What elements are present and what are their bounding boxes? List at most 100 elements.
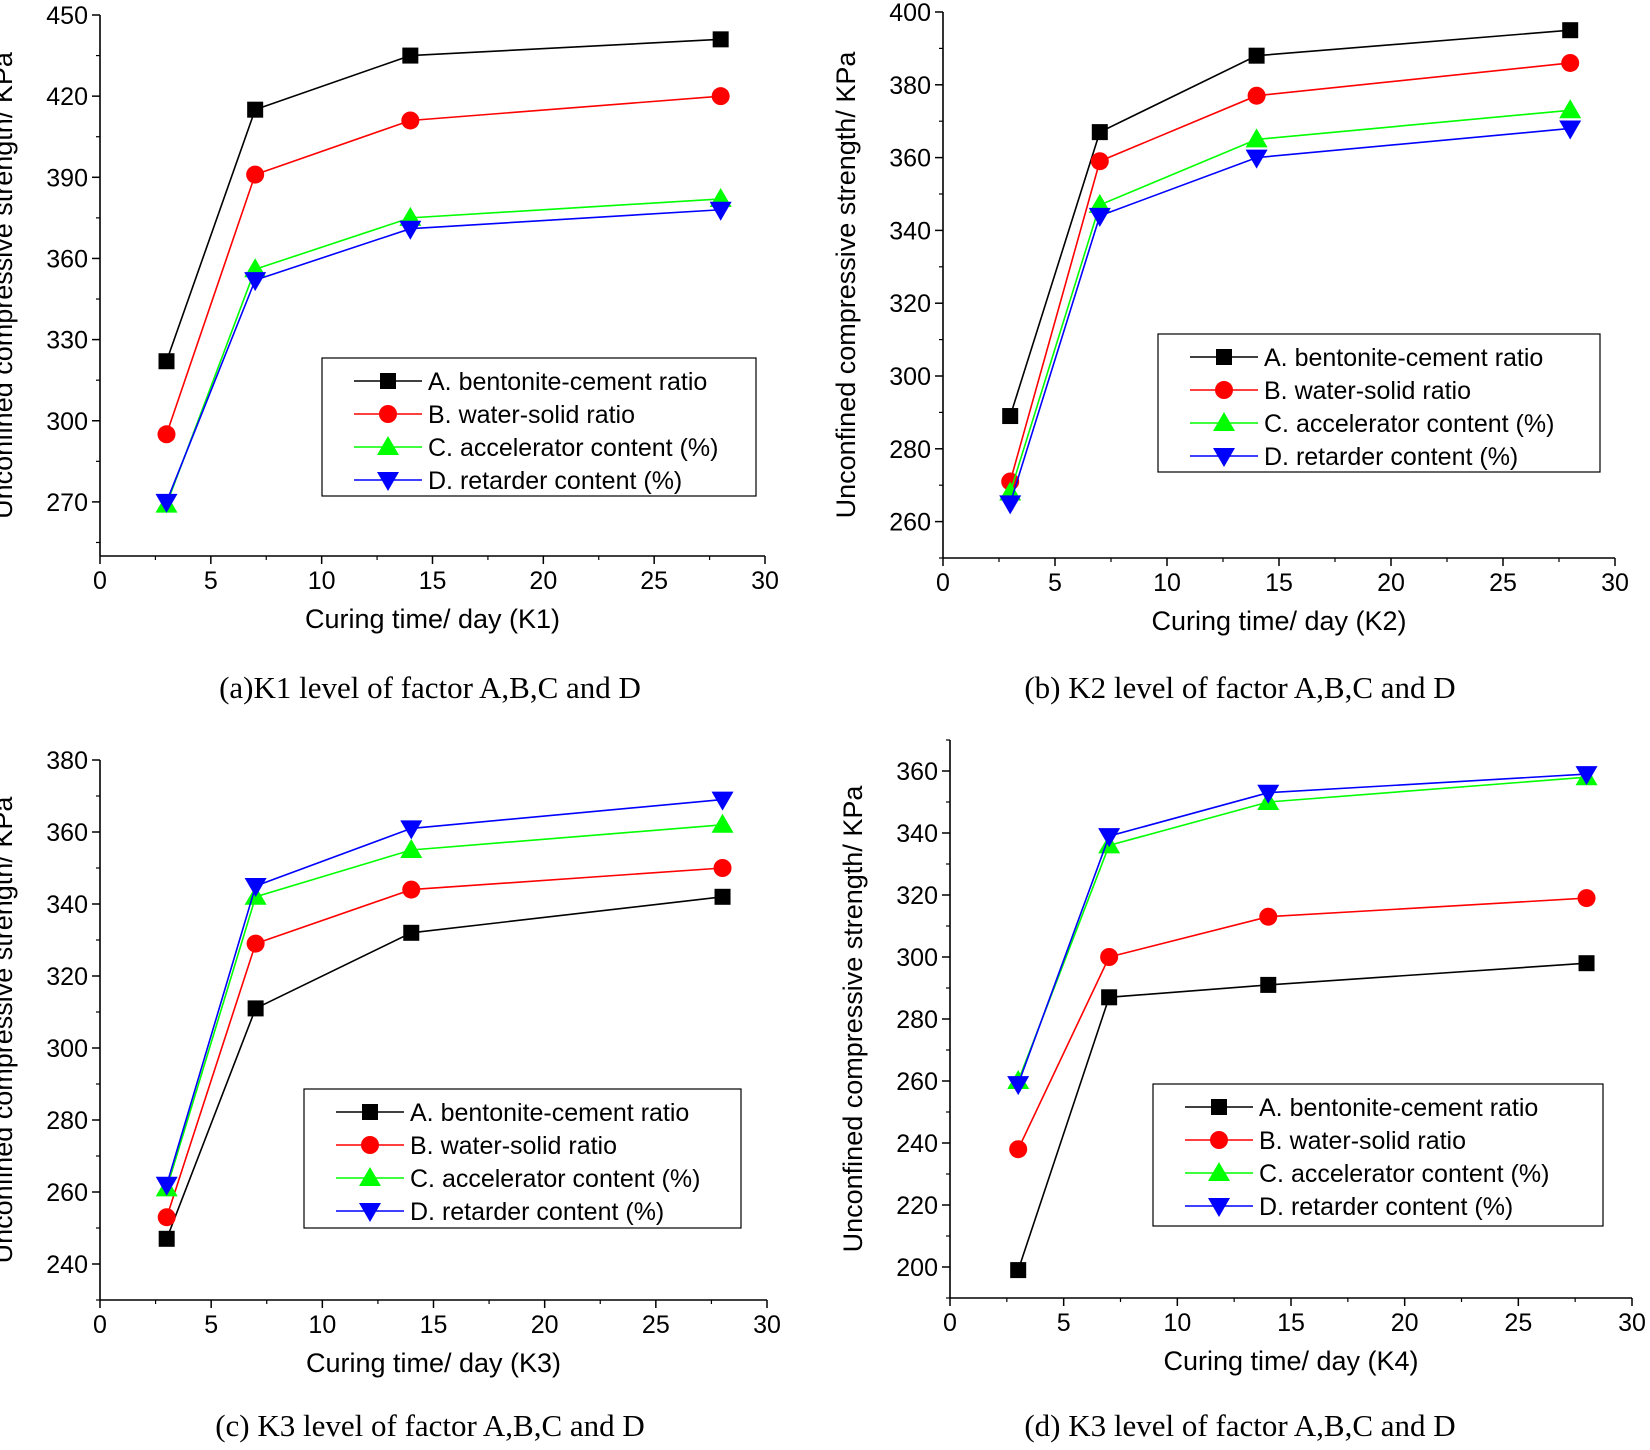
legend-label: C. accelerator content (%) xyxy=(428,434,718,462)
series-line-3 xyxy=(1017,773,1587,1085)
legend-label: A. bentonite-cement ratio xyxy=(410,1099,689,1127)
data-point-s3-2 xyxy=(399,220,422,240)
legend-marker xyxy=(1210,1131,1228,1149)
legend-label: D. retarder content (%) xyxy=(410,1198,664,1226)
legend-marker xyxy=(359,1203,381,1222)
data-point-s0-0 xyxy=(158,1230,175,1247)
x-tick-label: 10 xyxy=(308,1311,336,1339)
data-point-s3-2 xyxy=(400,820,423,840)
legend-label: D. retarder content (%) xyxy=(428,467,682,495)
y-tick-label: 360 xyxy=(46,245,88,273)
data-point-s3-1 xyxy=(244,272,267,292)
series-line-3 xyxy=(165,798,723,1186)
data-point-s0-1 xyxy=(1091,124,1108,141)
legend-marker xyxy=(1208,1162,1230,1181)
data-point-s0-0 xyxy=(1010,1262,1027,1279)
x-tick-label: 25 xyxy=(640,567,668,595)
data-point-s3-3 xyxy=(711,791,734,811)
series-line-1 xyxy=(1017,897,1587,1150)
data-point-s0-2 xyxy=(1248,47,1265,64)
data-point-s1-2 xyxy=(1259,907,1278,926)
caption-a: (a)K1 level of factor A,B,C and D xyxy=(219,670,641,705)
x-tick-label: 30 xyxy=(1601,569,1629,597)
y-tick-label: 300 xyxy=(46,1035,88,1063)
x-tick-label: 30 xyxy=(753,1311,781,1339)
y-tick-label: 330 xyxy=(46,327,88,355)
x-tick-label: 10 xyxy=(1153,569,1181,597)
x-axis-label: Curing time/ day (K4) xyxy=(1163,1346,1418,1376)
data-point-s3-0 xyxy=(1007,1076,1030,1096)
caption-c: (c) K3 level of factor A,B,C and D xyxy=(215,1408,645,1443)
y-tick-label: 360 xyxy=(896,758,938,786)
caption-d: (d) K3 level of factor A,B,C and D xyxy=(1024,1408,1456,1443)
x-tick-label: 15 xyxy=(1265,569,1293,597)
legend-marker xyxy=(361,1136,379,1154)
x-tick-label: 15 xyxy=(1277,1309,1305,1337)
y-tick-label: 300 xyxy=(896,944,938,972)
x-tick-label: 10 xyxy=(308,567,336,595)
data-point-s2-2 xyxy=(1245,128,1268,148)
series-line-0 xyxy=(1009,29,1571,417)
data-point-s1-0 xyxy=(157,1208,176,1227)
series-line-0 xyxy=(1017,962,1587,1271)
y-tick-label: 220 xyxy=(896,1192,938,1220)
x-axis-label: Curing time/ day (K3) xyxy=(306,1348,561,1378)
y-tick-label: 270 xyxy=(46,489,88,517)
y-axis-label: Unconfined compressive strength/ KPa xyxy=(831,51,861,519)
x-tick-label: 20 xyxy=(1377,569,1405,597)
series-line-2 xyxy=(1017,776,1587,1082)
legend-label: D. retarder content (%) xyxy=(1264,443,1518,471)
data-point-s1-1 xyxy=(246,165,265,184)
y-tick-label: 400 xyxy=(889,0,931,27)
data-point-s0-0 xyxy=(158,353,175,370)
x-tick-label: 5 xyxy=(1048,569,1062,597)
legend-marker xyxy=(1213,412,1235,431)
y-axis-label: Unconfined compressive strength/ KPa xyxy=(0,796,18,1264)
legend-marker xyxy=(1216,349,1232,365)
y-tick-label: 320 xyxy=(46,963,88,991)
data-point-s3-1 xyxy=(1088,207,1111,227)
legend-label: A. bentonite-cement ratio xyxy=(428,368,707,396)
legend-label: C. accelerator content (%) xyxy=(1259,1160,1549,1188)
y-tick-label: 450 xyxy=(46,2,88,30)
x-tick-label: 0 xyxy=(943,1309,957,1337)
y-axis-label: Unconfined compressive strength/ KPa xyxy=(0,51,18,519)
x-tick-label: 0 xyxy=(93,567,107,595)
y-tick-label: 280 xyxy=(46,1107,88,1135)
series-line-1 xyxy=(165,95,721,435)
legend-label: A. bentonite-cement ratio xyxy=(1264,344,1543,372)
data-point-s1-2 xyxy=(402,880,421,899)
y-tick-label: 340 xyxy=(889,217,931,245)
data-point-s3-1 xyxy=(244,878,267,897)
legend-label: B. water-solid ratio xyxy=(1264,377,1471,405)
data-point-s1-3 xyxy=(1577,889,1596,908)
legend-marker xyxy=(1213,448,1235,467)
x-tick-label: 5 xyxy=(204,1311,218,1339)
data-point-s3-3 xyxy=(1575,766,1598,786)
y-tick-label: 320 xyxy=(896,882,938,910)
y-axis-label: Unconfined compressive strength/ KPa xyxy=(838,785,868,1253)
data-point-s3-2 xyxy=(1245,149,1268,169)
y-tick-label: 340 xyxy=(896,820,938,848)
data-point-s1-0 xyxy=(1009,1140,1028,1159)
data-point-s0-2 xyxy=(403,924,420,941)
data-point-s2-2 xyxy=(400,839,423,858)
data-point-s0-1 xyxy=(247,1000,264,1017)
x-tick-label: 20 xyxy=(531,1311,559,1339)
x-tick-label: 5 xyxy=(204,567,218,595)
y-tick-label: 300 xyxy=(889,363,931,391)
chart-panel-c: 0 5 10 15 20 25 30 240 260 280 300 320 340 360 380 Curi… xyxy=(0,747,781,1378)
x-tick-label: 0 xyxy=(93,1311,107,1339)
data-point-s0-2 xyxy=(1260,976,1277,993)
x-tick-label: 30 xyxy=(1618,1309,1646,1337)
data-point-s1-3 xyxy=(1561,53,1580,72)
x-tick-label: 15 xyxy=(420,1311,448,1339)
legend-label: A. bentonite-cement ratio xyxy=(1259,1094,1538,1122)
x-tick-label: 25 xyxy=(1504,1309,1532,1337)
y-tick-label: 360 xyxy=(46,819,88,847)
y-tick-label: 260 xyxy=(889,509,931,537)
data-point-s3-1 xyxy=(1098,828,1121,848)
chart-panel-a: 0 5 10 15 20 25 30 270 300 330 360 390 420 450 Curing … xyxy=(0,2,779,634)
y-tick-label: 420 xyxy=(46,83,88,111)
legend-label: B. water-solid ratio xyxy=(428,401,635,429)
